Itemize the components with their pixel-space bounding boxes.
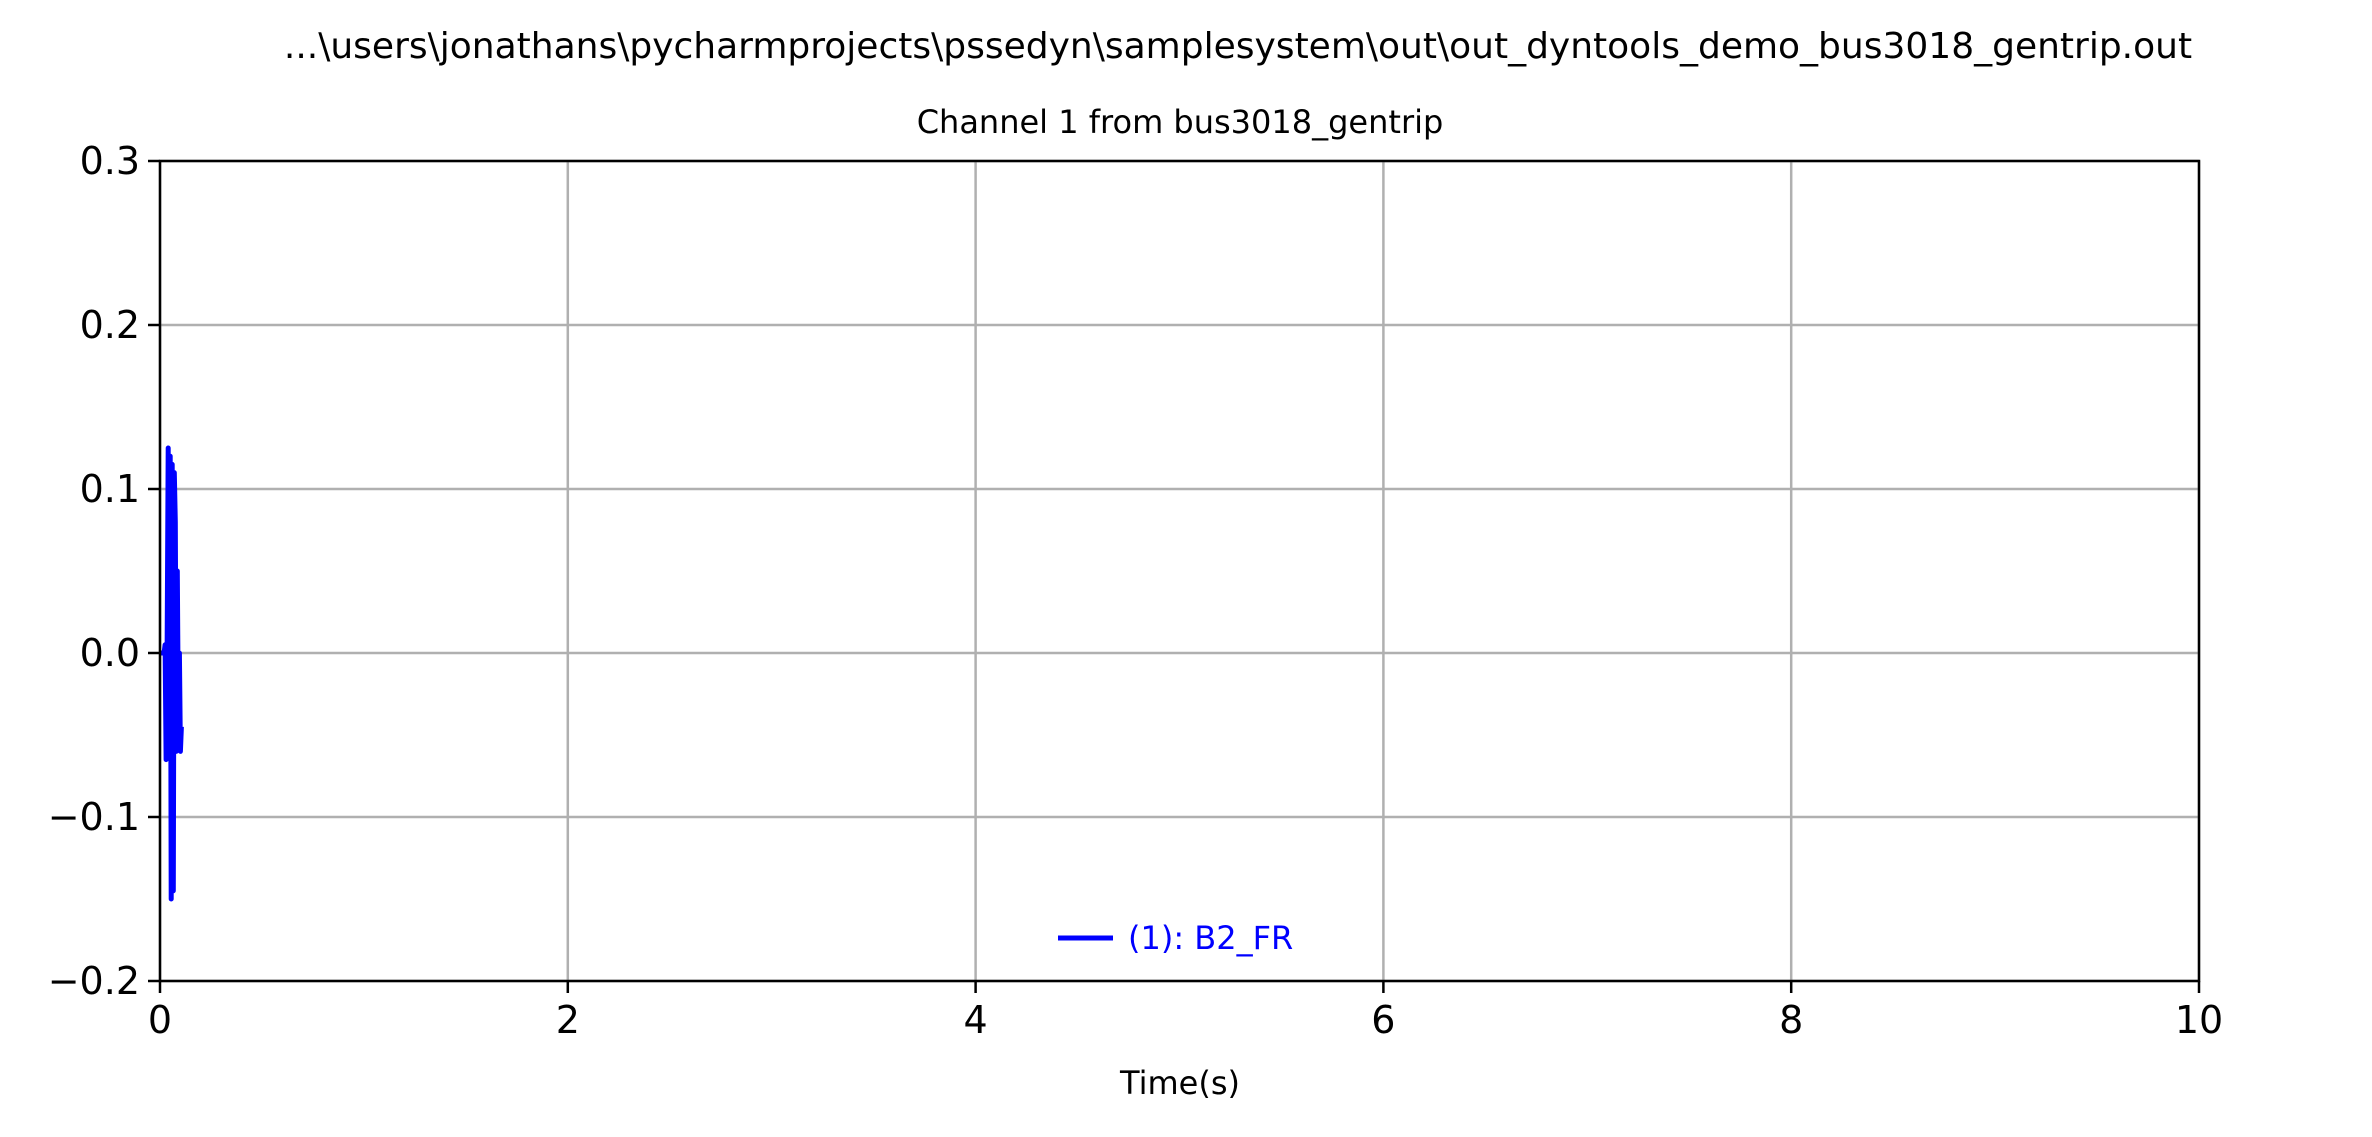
legend: (1): B2_FR	[1058, 919, 1293, 957]
chart-title: ...\users\jonathans\pycharmprojects\psse…	[284, 26, 2192, 67]
x-tick-label: 10	[2175, 998, 2223, 1042]
x-tick-label: 2	[556, 998, 580, 1042]
y-tick-label: 0.0	[80, 631, 140, 675]
series-layer	[159, 445, 184, 902]
grid-lines	[158, 159, 2201, 983]
y-tick-label: 0.3	[80, 139, 140, 183]
y-tick-label: −0.1	[48, 795, 140, 839]
y-tick-label: 0.1	[80, 467, 140, 511]
y-axis: −0.2 −0.1 0.0 0.1 0.2 0.3	[48, 139, 160, 1003]
x-axis-label: Time(s)	[1119, 1064, 1240, 1102]
chart-subtitle: Channel 1 from bus3018_gentrip	[917, 103, 1444, 141]
plot-frame	[158, 159, 2201, 983]
x-tick-label: 8	[1779, 998, 1803, 1042]
x-tick-label: 4	[964, 998, 988, 1042]
legend-label: (1): B2_FR	[1128, 919, 1293, 957]
series-line	[159, 445, 184, 902]
y-tick-label: −0.2	[48, 959, 140, 1003]
x-tick-label: 6	[1371, 998, 1395, 1042]
y-tick-label: 0.2	[80, 303, 140, 347]
x-tick-label: 0	[148, 998, 172, 1042]
x-axis: 0 2 4 6 8 10	[148, 981, 2223, 1042]
